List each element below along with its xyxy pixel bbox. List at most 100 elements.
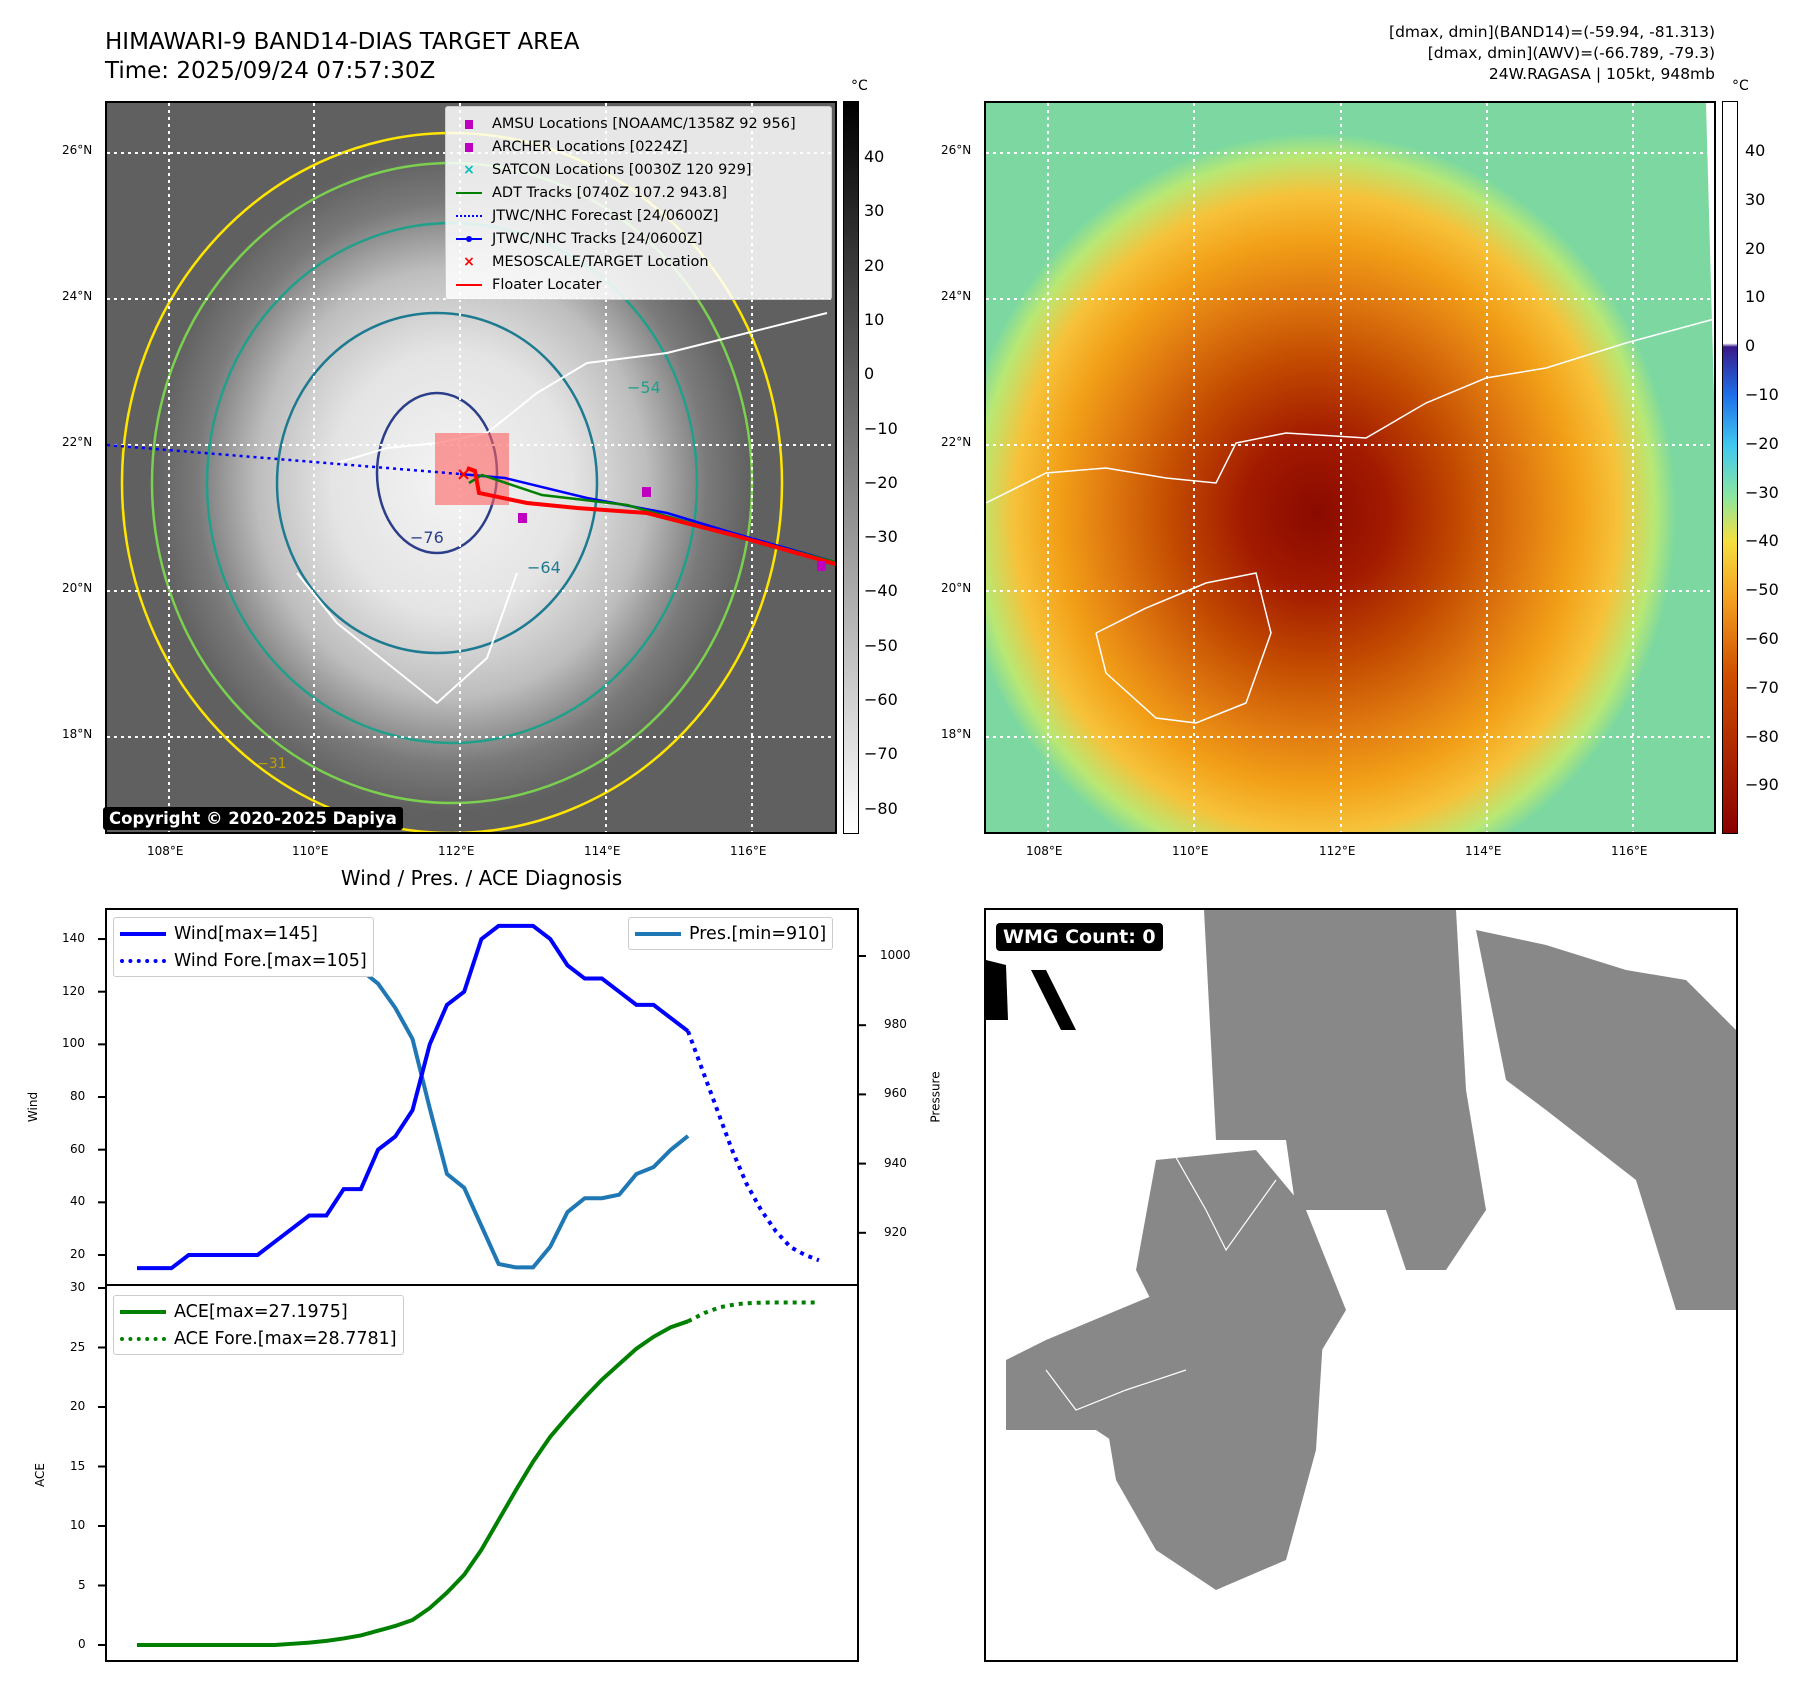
colorbar-tick: 10 xyxy=(1745,287,1766,307)
pressure-tick-label: 980 xyxy=(884,1017,907,1032)
lon-label: 110°E xyxy=(292,844,329,858)
contour-label: −54 xyxy=(627,378,661,397)
wind-tick-label: 40 xyxy=(70,1194,86,1209)
legend-item: Floater Locater xyxy=(446,274,601,296)
colorbar-tick: −50 xyxy=(864,635,898,655)
amsu-marker xyxy=(642,487,651,497)
wind-tick-label: 60 xyxy=(70,1141,86,1156)
legend-item: JTWC/NHC Tracks [24/0600Z] xyxy=(446,228,703,250)
pressure-tick-label: 940 xyxy=(884,1155,907,1170)
lat-label: 18°N xyxy=(62,727,93,741)
legend-ace-forecast: ACE Fore.[max=28.7781] xyxy=(114,1325,397,1352)
legend-swatch xyxy=(120,1336,166,1341)
colorbar-tick: 0 xyxy=(864,364,875,384)
colorbar-tick: 20 xyxy=(864,255,885,275)
ace-panel xyxy=(105,1284,859,1662)
map-legend: AMSU Locations [NOAAMC/1358Z 92 956] ARCH… xyxy=(445,106,832,300)
forecast-track xyxy=(107,443,461,476)
ace-tick-label: 15 xyxy=(70,1458,86,1473)
archer-marker xyxy=(817,561,826,571)
line-icon xyxy=(446,284,492,286)
wmg-panel xyxy=(984,908,1738,1662)
hainan-coastline xyxy=(1095,572,1272,724)
colorbar-tick: −20 xyxy=(1745,433,1779,453)
legend-ace: ACE[max=27.1975] xyxy=(114,1298,397,1325)
coastline xyxy=(296,572,518,705)
ace-line xyxy=(137,1319,689,1647)
x-marker-icon: × xyxy=(463,254,475,270)
colorbar-tick: 0 xyxy=(1745,336,1756,356)
colorbar-tick: −30 xyxy=(864,527,898,547)
legend-item: × SATCON Locations [0030Z 120 929] xyxy=(446,159,751,181)
wind-tick-label: 80 xyxy=(70,1089,86,1104)
colorbar-tick: −50 xyxy=(1745,580,1779,600)
legend-label: SATCON Locations [0030Z 120 929] xyxy=(492,162,752,178)
ir-map-overlay: × −76 −64 −54 −31 xyxy=(107,103,835,832)
awv-range: [dmax, dmin](AWV)=(-66.789, -79.3) xyxy=(1427,44,1715,62)
lon-label: 108°E xyxy=(147,844,184,858)
storm-summary: 24W.RAGASA | 105kt, 948mb xyxy=(1488,65,1715,83)
pressure-legend: Pres.[min=910] xyxy=(628,917,834,950)
colorbar-tick: −30 xyxy=(1745,482,1779,502)
wind-line xyxy=(137,923,690,1271)
lat-label: 18°N xyxy=(941,727,972,741)
ace-tick-label: 10 xyxy=(70,1518,86,1532)
contour-64 xyxy=(275,311,599,655)
contour-label: −76 xyxy=(410,528,444,547)
x-marker-icon: × xyxy=(463,162,475,178)
colorbar-tick: −90 xyxy=(1745,775,1779,795)
square-marker-icon xyxy=(446,142,492,152)
target-x-marker: × xyxy=(456,464,471,485)
legend-label: ADT Tracks [0740Z 107.2 943.8] xyxy=(492,185,728,201)
colorbar-tick: −70 xyxy=(1745,677,1779,697)
dotted-line-icon xyxy=(446,215,492,217)
lon-label: 112°E xyxy=(1319,844,1356,858)
wind-tick-label: 100 xyxy=(62,1036,85,1051)
wind-tick-label: 120 xyxy=(62,983,85,998)
legend-item: ARCHER Locations [0224Z] xyxy=(446,136,688,158)
colorbar-tick: −10 xyxy=(864,418,898,438)
legend-item: AMSU Locations [NOAAMC/1358Z 92 956] xyxy=(446,113,796,135)
contour-label: −64 xyxy=(527,558,561,577)
wind-forecast-line xyxy=(686,1030,820,1263)
lon-label: 116°E xyxy=(730,844,767,858)
ace-tick-label: 5 xyxy=(78,1577,86,1592)
colorbar-tick: 40 xyxy=(864,147,885,166)
lat-label: 20°N xyxy=(941,581,972,595)
amsu-marker xyxy=(518,513,527,523)
lat-label: 20°N xyxy=(62,581,93,595)
coastline xyxy=(986,318,1714,504)
contour-label: −31 xyxy=(257,756,287,772)
band14-range: [dmax, dmin](BAND14)=(-59.94, -81.313) xyxy=(1389,23,1715,41)
lon-label: 114°E xyxy=(1465,844,1502,858)
ace-tick-label: 30 xyxy=(70,1280,86,1294)
lat-label: 24°N xyxy=(941,289,972,303)
ace-forecast-line xyxy=(687,1300,819,1324)
colorbar-tick: −40 xyxy=(1745,531,1779,551)
colorbar-unit: °C xyxy=(851,78,868,94)
colorbar-tick: −20 xyxy=(864,472,898,492)
wind-legend: Wind[max=145] Wind Fore.[max=105] xyxy=(113,917,374,977)
colorbar-tick: −80 xyxy=(1745,726,1779,746)
colorbar-tick: −60 xyxy=(864,690,898,709)
lon-label: 110°E xyxy=(1172,844,1209,858)
colorbar-tick: 30 xyxy=(864,201,885,221)
lon-label: 114°E xyxy=(584,844,621,858)
legend-swatch xyxy=(120,958,166,963)
lon-label: 108°E xyxy=(1026,844,1063,858)
legend-item: ADT Tracks [0740Z 107.2 943.8] xyxy=(446,182,727,204)
colorbar-tick: −70 xyxy=(864,744,898,764)
title-line: HIMAWARI-9 BAND14-DIAS TARGET AREA xyxy=(105,29,580,55)
ace-tick-label: 20 xyxy=(70,1399,86,1413)
pressure-tick-label: 960 xyxy=(884,1086,907,1101)
wind-tick-label: 20 xyxy=(70,1247,86,1261)
legend-label: AMSU Locations [NOAAMC/1358Z 92 956] xyxy=(492,116,796,132)
lat-label: 22°N xyxy=(941,435,972,449)
legend-label: JTWC/NHC Forecast [24/0600Z] xyxy=(492,208,719,224)
wind-tick-label: 140 xyxy=(62,931,85,946)
lat-label: 24°N xyxy=(62,289,93,303)
lat-label: 26°N xyxy=(941,143,972,157)
storm-info: [dmax, dmin](BAND14)=(-59.94, -81.313) [… xyxy=(1389,22,1715,85)
line-dot-icon xyxy=(446,236,492,242)
